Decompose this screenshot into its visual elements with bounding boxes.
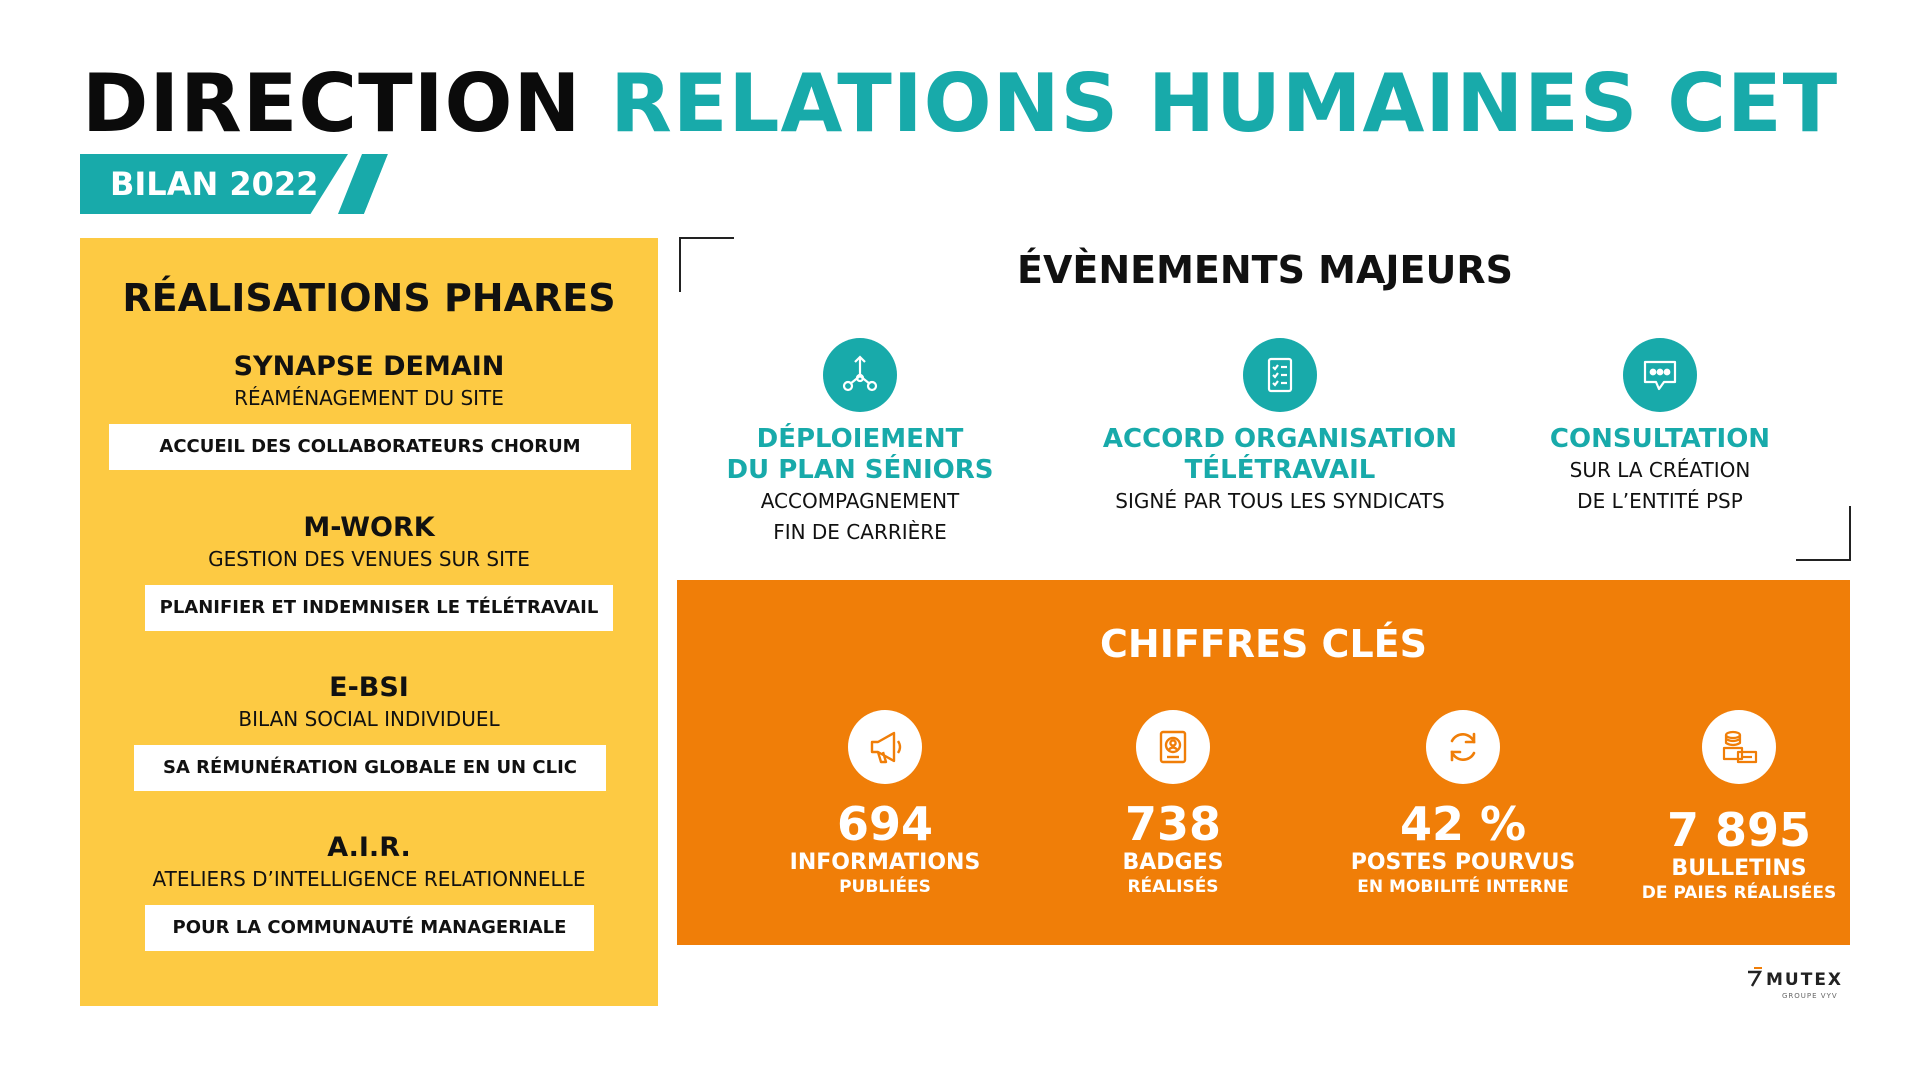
realisation-box: PLANIFIER ET INDEMNISER LE TÉLÉTRAVAIL	[145, 585, 613, 631]
key-figure-sub: PUBLIÉES	[839, 877, 931, 897]
evenement-name-line: DU PLAN SÉNIORS	[726, 455, 994, 485]
subtitle-banner: BILAN 2022	[80, 154, 404, 214]
logo-subtext: GROUPE VYV	[1782, 992, 1838, 1000]
key-figure: 694 INFORMATIONS PUBLIÉES	[760, 710, 1010, 898]
realisation-desc: ATELIERS D’INTELLIGENCE RELATIONNELLE	[152, 867, 586, 891]
evenement-name: CONSULTATION	[1490, 424, 1830, 455]
evenement-name-line: CONSULTATION	[1549, 424, 1771, 454]
evenement-item: CONSULTATION SUR LA CRÉATION DE L’ENTITÉ…	[1490, 338, 1830, 517]
evenement-name-line: DÉPLOIEMENT	[756, 424, 964, 454]
realisation-box: POUR LA COMMUNAUTÉ MANAGERIALE	[145, 905, 594, 951]
corner-bracket-top-left	[679, 237, 734, 292]
realisation-item: A.I.R. ATELIERS D’INTELLIGENCE RELATIONN…	[80, 831, 658, 893]
evenement-desc-line: DE L’ENTITÉ PSP	[1577, 489, 1743, 513]
megaphone-icon	[848, 710, 922, 784]
key-figure: 738 BADGES RÉALISÉS	[1048, 710, 1298, 898]
realisation-box: ACCUEIL DES COLLABORATEURS CHORUM	[109, 424, 631, 470]
mutex-logo: MUTEX GROUPE VYV	[1746, 966, 1850, 1006]
checklist-icon	[1243, 338, 1317, 412]
realisation-box: SA RÉMUNÉRATION GLOBALE EN UN CLIC	[134, 745, 606, 791]
evenement-name-line: TÉLÉTRAVAIL	[1184, 455, 1376, 485]
realisation-item: SYNAPSE DEMAIN RÉAMÉNAGEMENT DU SITE	[80, 350, 658, 412]
realisations-title: RÉALISATIONS PHARES	[122, 276, 616, 320]
evenement-name-line: ACCORD ORGANISATION	[1102, 424, 1458, 454]
realisation-name: E-BSI	[329, 672, 409, 703]
realisation-name: SYNAPSE DEMAIN	[233, 351, 505, 382]
network-icon	[823, 338, 897, 412]
key-figure-value: 7 895	[1666, 803, 1812, 857]
key-figure-sub: DE PAIES RÉALISÉES	[1641, 883, 1837, 903]
subtitle-badge: BILAN 2022	[80, 154, 348, 214]
key-figure-label: INFORMATIONS	[789, 850, 981, 875]
evenement-desc: ACCOMPAGNEMENT FIN DE CARRIÈRE	[690, 486, 1030, 548]
key-figure-value: 694	[836, 797, 934, 851]
evenement-desc: SUR LA CRÉATION DE L’ENTITÉ PSP	[1490, 455, 1830, 517]
corner-bracket-bottom-right	[1796, 506, 1851, 561]
stripe-decoration	[338, 154, 404, 214]
title-part-2: RELATIONS HUMAINES CET	[610, 57, 1839, 150]
realisation-item: E-BSI BILAN SOCIAL INDIVIDUEL	[80, 671, 658, 733]
logo-mark-icon	[1748, 967, 1763, 987]
realisation-desc: BILAN SOCIAL INDIVIDUEL	[238, 707, 500, 731]
evenement-desc: SIGNÉ PAR TOUS LES SYNDICATS	[1095, 486, 1465, 517]
key-figure: 7 895 BULLETINS DE PAIES RÉALISÉES	[1614, 710, 1864, 904]
chiffres-panel: CHIFFRES CLÉS 694 INFORMATIONS PUBLIÉES …	[677, 580, 1850, 945]
realisation-desc: RÉAMÉNAGEMENT DU SITE	[234, 386, 504, 410]
realisation-name: M-WORK	[303, 512, 435, 543]
evenement-desc-line: SUR LA CRÉATION	[1569, 458, 1751, 482]
evenements-title: ÉVÈNEMENTS MAJEURS	[1017, 248, 1513, 292]
evenement-name: ACCORD ORGANISATION TÉLÉTRAVAIL	[1095, 424, 1465, 486]
logo-name: MUTEX	[1766, 970, 1844, 990]
evenement-desc-line: SIGNÉ PAR TOUS LES SYNDICATS	[1115, 489, 1445, 513]
key-figure-label: BADGES	[1122, 850, 1224, 875]
key-figure-value: 42 %	[1399, 797, 1527, 851]
key-figure-label: BULLETINS	[1671, 856, 1807, 881]
evenement-desc-line: ACCOMPAGNEMENT	[760, 489, 960, 513]
realisations-panel: RÉALISATIONS PHARES SYNAPSE DEMAIN RÉAMÉ…	[80, 238, 658, 1006]
evenement-item: DÉPLOIEMENT DU PLAN SÉNIORS ACCOMPAGNEME…	[690, 338, 1030, 548]
realisation-desc: GESTION DES VENUES SUR SITE	[208, 547, 530, 571]
chat-bubble-icon	[1623, 338, 1697, 412]
key-figure-value: 738	[1124, 797, 1222, 851]
key-figure-sub: EN MOBILITÉ INTERNE	[1357, 877, 1569, 897]
title-part-1: DIRECTION	[82, 57, 582, 150]
refresh-icon	[1426, 710, 1500, 784]
realisation-item: M-WORK GESTION DES VENUES SUR SITE	[80, 511, 658, 573]
chiffres-title: CHIFFRES CLÉS	[1100, 622, 1427, 666]
evenement-name: DÉPLOIEMENT DU PLAN SÉNIORS	[690, 424, 1030, 486]
key-figure-sub: RÉALISÉS	[1127, 877, 1219, 897]
badge-icon	[1136, 710, 1210, 784]
evenement-item: ACCORD ORGANISATION TÉLÉTRAVAIL SIGNÉ PA…	[1095, 338, 1465, 517]
key-figure-label: POSTES POURVUS	[1350, 850, 1576, 875]
realisation-name: A.I.R.	[327, 832, 411, 863]
key-figure: 42 % POSTES POURVUS EN MOBILITÉ INTERNE	[1323, 710, 1603, 898]
page-title: DIRECTION RELATIONS HUMAINES CET	[82, 64, 1838, 144]
money-stack-icon	[1702, 710, 1776, 784]
evenement-desc-line: FIN DE CARRIÈRE	[773, 520, 947, 544]
